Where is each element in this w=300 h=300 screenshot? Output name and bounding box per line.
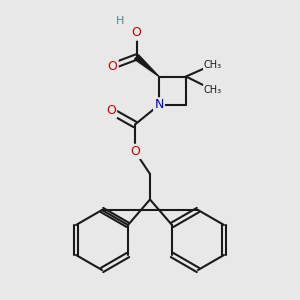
Text: O: O [106, 104, 116, 118]
Text: O: O [108, 59, 117, 73]
Text: CH₃: CH₃ [204, 59, 222, 70]
Polygon shape [134, 55, 159, 76]
Text: H: H [116, 16, 124, 26]
Text: O: O [130, 145, 140, 158]
Text: O: O [132, 26, 141, 40]
Text: CH₃: CH₃ [204, 85, 222, 95]
Text: N: N [154, 98, 164, 112]
